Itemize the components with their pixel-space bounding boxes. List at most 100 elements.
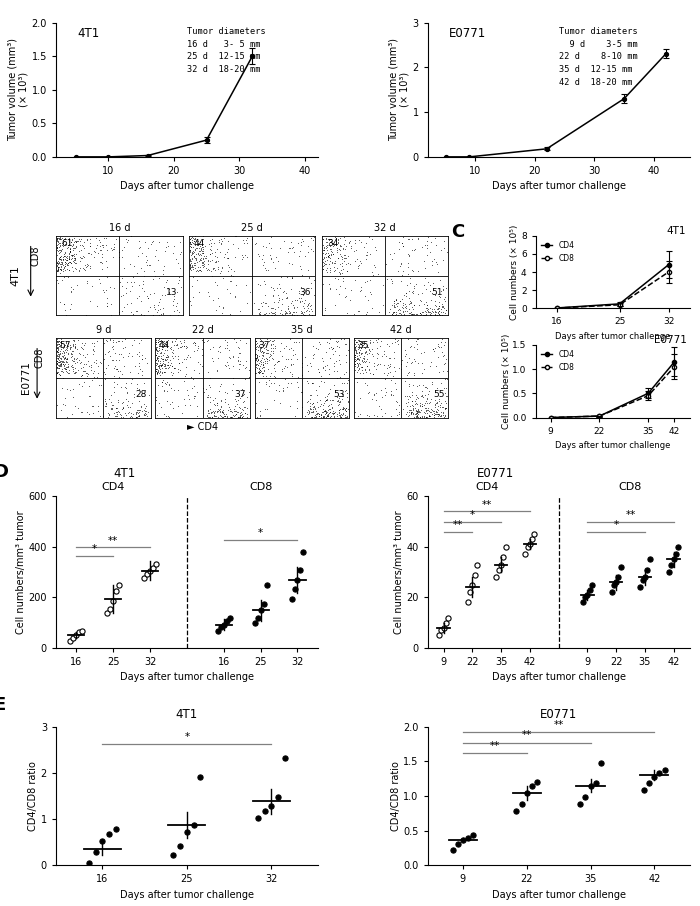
Point	[67, 361, 78, 376]
Point	[326, 400, 337, 415]
Point	[94, 233, 105, 247]
Point	[397, 295, 408, 310]
Point	[78, 235, 90, 249]
Point	[317, 246, 328, 260]
Point	[260, 296, 271, 311]
Point	[230, 408, 241, 422]
Point	[400, 286, 412, 301]
Point	[371, 358, 382, 372]
Point	[94, 409, 106, 423]
Point	[236, 389, 247, 403]
Point	[68, 236, 79, 251]
Y-axis label: CD8: CD8	[31, 246, 41, 265]
Point	[307, 307, 318, 322]
Point	[117, 350, 128, 364]
Point	[336, 248, 347, 263]
Point	[272, 281, 283, 295]
Point	[608, 577, 620, 592]
Point	[406, 243, 417, 257]
Point	[408, 352, 419, 366]
Point	[112, 363, 123, 378]
Point	[173, 269, 184, 284]
Point	[336, 410, 347, 424]
Point	[300, 304, 312, 318]
Point	[329, 260, 340, 275]
Point	[267, 333, 278, 348]
Point	[152, 353, 163, 368]
Point	[433, 365, 444, 380]
Point	[320, 345, 331, 360]
Point	[308, 244, 319, 258]
Point	[282, 352, 293, 366]
Point	[389, 300, 400, 314]
Point	[273, 384, 284, 399]
Point	[108, 406, 120, 420]
Point	[71, 234, 82, 248]
Point	[94, 235, 106, 249]
Point	[412, 405, 423, 419]
Point	[170, 338, 181, 352]
Point	[421, 402, 432, 417]
Point	[62, 366, 74, 381]
Point	[407, 265, 419, 279]
Point	[441, 371, 452, 385]
Point	[338, 333, 349, 347]
Point	[65, 297, 76, 312]
Point	[185, 258, 196, 273]
Point	[57, 357, 69, 371]
Point	[163, 377, 174, 391]
Point	[248, 295, 260, 310]
Point	[194, 253, 205, 267]
Point	[199, 238, 210, 253]
Point	[356, 335, 368, 350]
Point	[431, 402, 442, 417]
Point	[287, 240, 298, 255]
Point	[332, 231, 343, 246]
Point	[364, 343, 375, 358]
Point	[340, 410, 351, 424]
Point	[412, 390, 423, 405]
Point	[426, 236, 437, 250]
Point	[411, 403, 422, 418]
Point	[69, 252, 80, 266]
Point	[374, 357, 385, 371]
Point	[388, 304, 399, 319]
Point	[362, 247, 373, 262]
Point	[204, 246, 216, 261]
Point	[218, 301, 229, 315]
Point	[153, 236, 164, 250]
Point	[168, 848, 179, 863]
Point	[114, 334, 125, 349]
Point	[350, 233, 361, 247]
Point	[125, 376, 136, 390]
CD4	[644, 388, 652, 399]
Point	[440, 400, 451, 415]
Point	[332, 392, 344, 407]
Point	[160, 376, 171, 390]
Point	[357, 336, 368, 351]
Point	[431, 256, 442, 271]
Point	[54, 256, 65, 271]
Point	[74, 346, 85, 361]
Point	[197, 258, 209, 273]
Point	[409, 242, 420, 256]
Point	[211, 364, 223, 379]
Point	[226, 410, 237, 424]
Point	[341, 410, 352, 424]
Point	[113, 305, 125, 320]
Point	[185, 254, 196, 268]
Point	[419, 297, 430, 312]
Point	[78, 261, 89, 275]
Point	[70, 255, 81, 270]
Point	[435, 398, 446, 412]
Point	[102, 295, 113, 310]
Point	[382, 361, 393, 376]
Point	[284, 333, 295, 347]
Point	[225, 262, 237, 276]
Point	[152, 334, 163, 349]
Point	[55, 334, 66, 349]
Point	[323, 248, 335, 263]
Point	[194, 235, 205, 249]
Point	[419, 307, 430, 322]
Point	[414, 294, 426, 308]
